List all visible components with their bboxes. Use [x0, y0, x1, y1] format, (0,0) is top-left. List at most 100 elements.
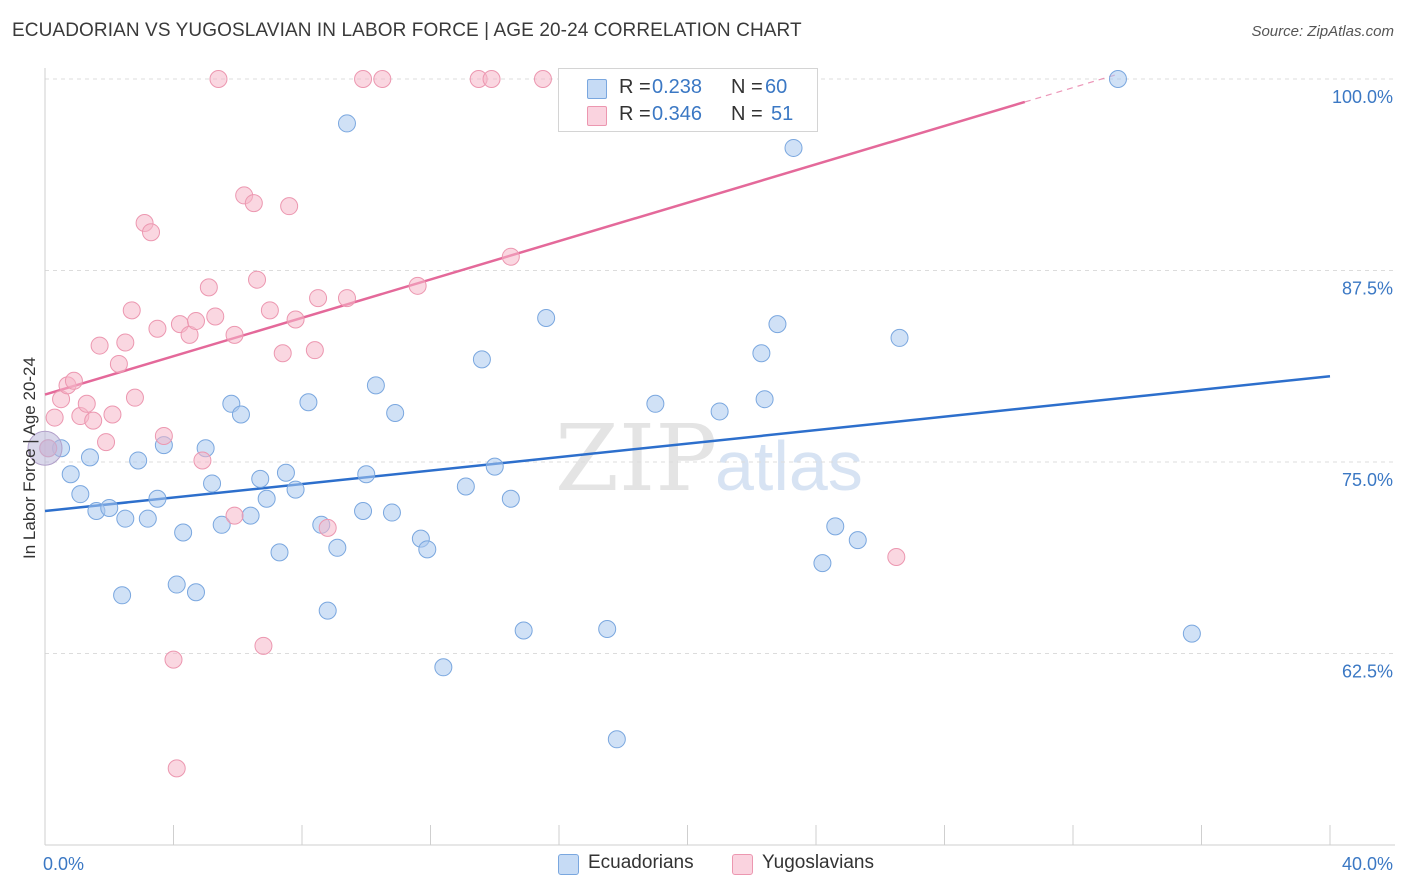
legend-n-value: 60	[765, 76, 788, 98]
legend-r-value: 0.238	[652, 76, 703, 98]
data-point	[225, 506, 244, 525]
x-tick-label: 0.0%	[43, 854, 84, 874]
data-point	[337, 289, 356, 308]
watermark-zip: ZIP	[555, 405, 717, 512]
data-point	[103, 405, 122, 424]
source-label: Source: ZipAtlas.com	[1251, 23, 1394, 40]
data-point	[148, 489, 167, 508]
data-point	[482, 70, 501, 88]
y-tick-label: 62.5%	[1342, 662, 1393, 682]
data-point	[125, 388, 144, 407]
data-point	[193, 451, 212, 470]
data-point	[1108, 70, 1127, 88]
data-point	[318, 518, 337, 537]
data-point	[598, 619, 617, 638]
data-point	[382, 503, 401, 522]
data-point	[337, 114, 356, 133]
data-point	[366, 376, 385, 395]
data-point	[887, 547, 906, 566]
data-point	[357, 465, 376, 484]
data-point	[273, 344, 292, 363]
data-point	[784, 138, 803, 157]
legend-label-yugoslavians: Yugoslavians	[762, 852, 874, 873]
stats-legend: R = 0.238 N = 60 R = 0.346 N = 51	[558, 68, 818, 132]
data-point	[206, 307, 225, 326]
watermark-atlas: atlas	[715, 427, 863, 505]
data-point	[80, 448, 99, 467]
trend-extension-yugoslavians	[1024, 74, 1115, 103]
data-point	[90, 336, 109, 355]
data-point	[45, 408, 64, 427]
data-point	[890, 328, 909, 347]
data-point	[1182, 624, 1201, 643]
data-point	[209, 70, 228, 88]
data-point	[646, 394, 665, 413]
y-tick-label: 100.0%	[1332, 87, 1393, 107]
data-point	[386, 403, 405, 422]
data-point	[254, 636, 273, 655]
data-point-cluster	[27, 430, 63, 466]
data-point	[485, 457, 504, 476]
data-point	[260, 301, 279, 320]
data-point	[100, 498, 119, 517]
data-point	[109, 354, 128, 373]
data-point	[231, 405, 250, 424]
data-point	[148, 319, 167, 338]
legend-r-value: 0.346	[652, 103, 703, 125]
data-point	[116, 509, 135, 528]
legend-r-label: R =	[619, 103, 651, 125]
data-point	[418, 540, 437, 559]
trend-lines	[44, 74, 1331, 513]
data-point	[354, 70, 373, 88]
data-point	[244, 194, 263, 213]
data-point	[203, 474, 222, 493]
data-point	[113, 586, 132, 605]
data-point	[116, 333, 135, 352]
legend-swatch-ecuadorians	[587, 79, 607, 99]
watermark: ZIP atlas	[555, 405, 863, 512]
data-point	[174, 523, 193, 542]
legend-n-label: N =	[731, 76, 763, 98]
data-point	[138, 509, 157, 528]
data-point	[607, 730, 626, 749]
legend-n-value: 51	[771, 103, 794, 125]
data-point	[286, 480, 305, 499]
data-point	[241, 506, 260, 525]
y-axis-label: In Labor Force | Age 20-24	[20, 357, 39, 559]
legend-swatch-ecuadorians	[558, 854, 579, 875]
data-point	[64, 371, 83, 390]
data-point	[154, 426, 173, 445]
data-point	[472, 350, 491, 369]
data-point	[129, 451, 148, 470]
data-point	[199, 278, 218, 297]
x-tick-label: 40.0%	[1342, 854, 1393, 874]
legend-swatch-yugoslavians	[732, 854, 753, 875]
series-legend: Ecuadorians Yugoslavians	[0, 852, 1406, 878]
data-point	[251, 469, 270, 488]
data-point	[248, 270, 267, 289]
data-point	[408, 276, 427, 295]
data-point	[212, 515, 231, 534]
data-point	[456, 477, 475, 496]
data-point	[813, 554, 832, 573]
data-point	[77, 394, 96, 413]
data-point	[537, 308, 556, 327]
data-point	[71, 485, 90, 504]
data-point	[84, 411, 103, 430]
legend-n-label: N =	[731, 103, 763, 125]
trend-line-ecuadorians	[44, 374, 1331, 513]
data-point	[434, 658, 453, 677]
data-point	[848, 531, 867, 550]
data-point	[755, 390, 774, 409]
data-point	[61, 465, 80, 484]
legend-row-ecuadorians: R = 0.238 N = 60	[559, 73, 817, 101]
data-point	[514, 621, 533, 640]
chart-title: ECUADORIAN VS YUGOSLAVIAN IN LABOR FORCE…	[12, 20, 802, 41]
legend-row-yugoslavians: R = 0.346 N = 51	[559, 100, 817, 128]
data-point	[501, 247, 520, 266]
data-point	[122, 301, 141, 320]
x-tick-labels: 0.0% 40.0%	[43, 854, 1393, 874]
legend-swatch-yugoslavians	[587, 106, 607, 126]
data-point	[186, 312, 205, 331]
